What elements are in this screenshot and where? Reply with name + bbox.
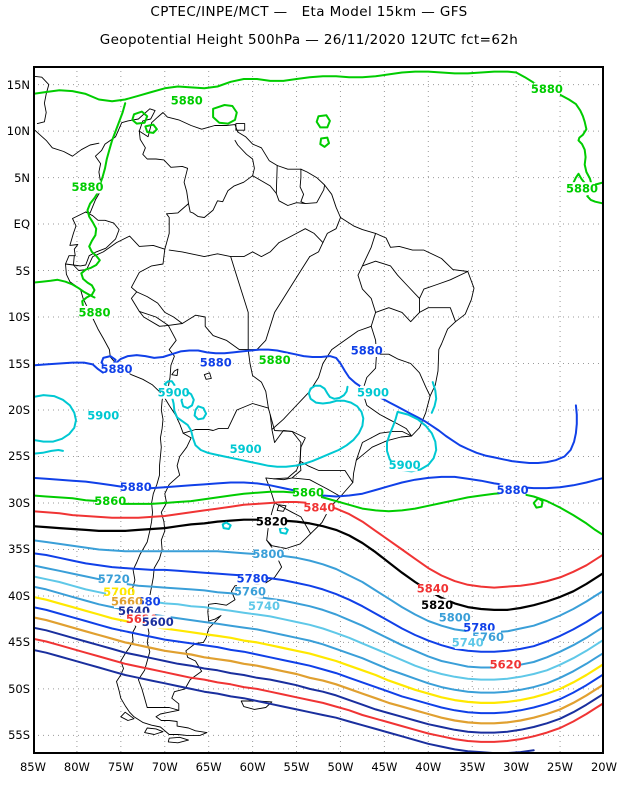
contour-label-mask <box>232 442 259 456</box>
y-tick-label: 55S <box>8 728 30 743</box>
contour-label: 5840 <box>303 501 335 515</box>
contour-label: 5900 <box>389 458 421 472</box>
contour-label-mask <box>391 458 418 472</box>
contour-label-mask <box>353 344 380 357</box>
contour-label: 5840 <box>417 582 449 596</box>
x-tick-label: 30W <box>503 760 530 774</box>
x-tick-label: 45W <box>371 760 398 774</box>
y-tick-label: 10S <box>8 310 30 325</box>
contour-label: 5880 <box>120 480 152 494</box>
contour-label: 5800 <box>439 610 471 624</box>
contour-label: 5880 <box>351 344 383 358</box>
x-tick-label: 75W <box>107 760 134 774</box>
y-tick-label: 5S <box>15 263 30 278</box>
contour-label-mask <box>237 584 263 598</box>
contour-label-mask <box>239 571 266 585</box>
y-tick-label: EQ <box>13 217 30 232</box>
x-tick-label: 55W <box>283 760 310 774</box>
contour-label: 5740 <box>248 599 280 613</box>
contour-label-mask <box>251 599 277 613</box>
contour-label-mask <box>81 305 108 319</box>
contour-label-mask <box>255 547 282 561</box>
contour-label: 5900 <box>230 442 262 456</box>
chart-subtitle: Geopotential Height 500hPa — 26/11/2020 … <box>99 32 519 48</box>
contour-label: 5740 <box>452 635 484 649</box>
contour-label-mask <box>492 658 519 672</box>
contour-label: 5880 <box>171 93 203 107</box>
contour-label-mask <box>74 180 101 194</box>
y-tick-label: 5N <box>14 170 30 185</box>
contour-label-mask <box>122 480 149 494</box>
contour-label: 5880 <box>259 353 291 367</box>
plot-frame <box>33 66 604 754</box>
contour-label-mask <box>97 494 124 508</box>
x-tick-label: 85W <box>19 760 46 774</box>
contour-label-mask <box>454 635 481 649</box>
contour-label-mask <box>424 598 451 612</box>
contour-label: 5880 <box>566 182 598 196</box>
y-tick-label: 30S <box>8 495 30 510</box>
x-tick-label: 35W <box>459 760 486 774</box>
contour-label: 5880 <box>531 82 563 96</box>
contour-label: 5620 <box>490 658 522 672</box>
contour-label: 5860 <box>292 486 324 500</box>
y-tick-label: 15N <box>6 77 30 92</box>
contour-label-mask <box>173 93 200 107</box>
y-tick-label: 20S <box>8 403 30 417</box>
x-tick-label: 65W <box>195 760 222 774</box>
contour-label-mask <box>360 385 386 399</box>
contour-label: 5880 <box>100 362 132 376</box>
contour-label-mask <box>258 515 285 529</box>
contour-label: 5880 <box>200 356 232 370</box>
y-tick-label: 45S <box>8 635 30 650</box>
contour-label: 5820 <box>421 598 453 612</box>
contour-label: 5760 <box>234 584 266 598</box>
contour-label-mask <box>306 501 333 515</box>
contour-label-mask <box>202 356 229 370</box>
contour-label-mask <box>295 486 321 500</box>
contour-label: 5720 <box>98 572 130 586</box>
contour-label-mask <box>100 572 127 586</box>
contour-label-mask <box>419 582 446 595</box>
contour-label-mask <box>90 409 117 423</box>
contour-label-mask <box>569 182 595 196</box>
contour-map-svg: 5880 5880 5880 5880 5880 5880 5880 5880 5880 5900… <box>33 66 604 754</box>
contour-label-mask <box>103 362 130 376</box>
contour-label: 5900 <box>357 385 389 399</box>
y-tick-label: 25S <box>8 449 30 464</box>
y-tick-label: 15S <box>8 356 30 371</box>
contour-label-mask <box>441 610 468 624</box>
contour-label: 5780 <box>237 571 269 585</box>
y-tick-label: 50S <box>8 681 30 696</box>
contour-label: 5800 <box>252 547 284 561</box>
contour-label-mask <box>533 82 560 96</box>
x-tick-label: 40W <box>415 760 442 774</box>
x-tick-label: 20W <box>590 760 617 774</box>
contour-label: 5900 <box>158 385 190 399</box>
contour-label-mask <box>499 483 526 497</box>
x-tick-label: 50W <box>327 760 354 774</box>
contour-label-mask <box>160 385 187 399</box>
contour-label-mask <box>261 353 288 367</box>
contour-label: 5900 <box>87 409 119 423</box>
y-tick-label: 40S <box>8 588 30 603</box>
contour-label: 5600 <box>142 615 174 629</box>
contour-label: 5820 <box>256 515 288 529</box>
x-tick-label: 25W <box>547 760 574 774</box>
contour-label: 5860 <box>94 494 126 508</box>
contour-label-mask <box>475 630 501 644</box>
x-tick-label: 70W <box>151 760 178 774</box>
x-tick-label: 60W <box>239 760 266 774</box>
y-tick-label: 10N <box>6 124 30 139</box>
contour-label: 5880 <box>497 483 529 497</box>
x-tick-label: 80W <box>63 760 90 774</box>
map-plot-area: 5880 5880 5880 5880 5880 5880 5880 5880 5880 5900… <box>33 66 604 754</box>
contour-label: 5880 <box>78 305 110 319</box>
contour-labels: 5880 5880 5880 5880 5880 5880 5880 5880 5880 5900… <box>71 82 598 672</box>
contour-label-mask <box>144 615 171 629</box>
y-tick-label: 35S <box>8 542 30 557</box>
contour-label: 5880 <box>71 180 103 194</box>
chart-title: CPTEC/INPE/MCT — Eta Model 15km — GFS <box>150 4 468 20</box>
